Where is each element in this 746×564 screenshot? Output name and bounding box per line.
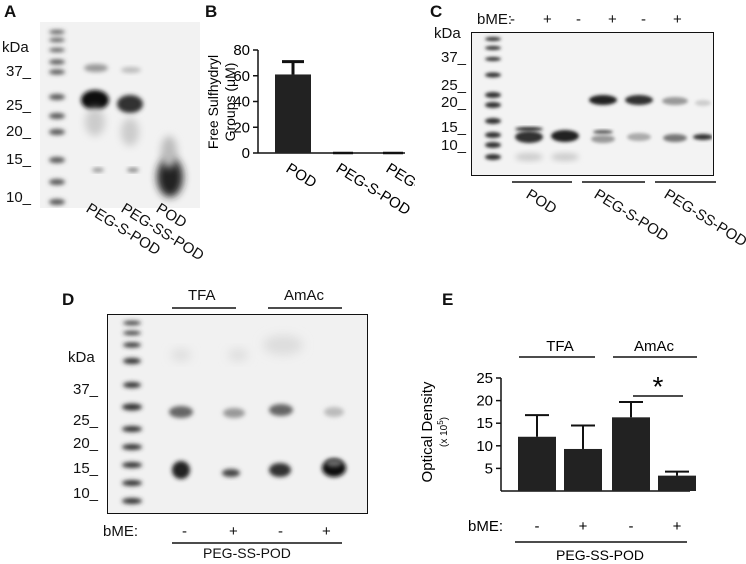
panel-d-group-amac: AmAc — [284, 287, 325, 304]
panel-b-y-tick-label-20: 20 — [233, 119, 250, 136]
panel-b-y-tick-label-60: 60 — [233, 68, 250, 85]
panel-c-marker-20: 20_ — [441, 94, 467, 111]
panel-d-bme-label: bME: — [103, 523, 139, 540]
panel-a-marker-37: 37_ — [6, 63, 32, 80]
panel-e-y-tick-label-5: 5 — [485, 460, 493, 477]
panel-e-bar-1 — [564, 448, 602, 491]
panel-d-sample-label: PEG-SS-POD — [203, 545, 291, 561]
panel-b-category-0: POD — [283, 160, 320, 192]
panel-d-bme-sign-0: - — [182, 523, 187, 540]
panel-c-group-2: PEG-SS-POD — [660, 186, 746, 251]
panel-b-bar-0 — [275, 74, 311, 153]
panel-c-bme-label: bME: — [477, 11, 513, 28]
panel-e-chart: 5 10 15 20 25 Optical Density (x 105) TFA AmAc * b… — [419, 338, 697, 563]
panel-d-marker-37: 37_ — [73, 381, 99, 398]
panel-c-gel — [471, 32, 714, 176]
panel-e-sample-label: PEG-SS-POD — [556, 547, 644, 563]
panel-b-label: B — [205, 2, 218, 21]
panel-d-group-lines — [172, 307, 342, 309]
panel-a-gel-bands — [49, 30, 183, 205]
panel-c-bme-sign-1: + — [543, 11, 552, 28]
panel-e-bar-3 — [658, 475, 696, 491]
panel-d-group-tfa: TFA — [188, 287, 216, 304]
panel-e-y-label: Optical Density — [419, 381, 436, 482]
panel-e-bar-0 — [518, 436, 556, 491]
panel-d-bme-sign-3: + — [322, 523, 331, 540]
panel-a-marker-15: 15_ — [6, 151, 32, 168]
panel-c-label: C — [430, 2, 443, 21]
panel-d-marker-15: 15_ — [73, 460, 99, 477]
panel-b-y-tick-label-0: 0 — [242, 145, 250, 162]
panel-d-gel-bands — [122, 321, 346, 504]
panel-e-bme-sign-0: - — [535, 518, 540, 535]
panel-c-marker-25: 25_ — [441, 77, 467, 94]
panel-e-group-tfa: TFA — [546, 338, 574, 355]
panel-c-marker-37: 37_ — [441, 49, 467, 66]
panel-d-kda: kDa — [68, 349, 95, 366]
panel-d-bme-sign-1: + — [229, 523, 238, 540]
panel-c-bme-sign-0: - — [510, 11, 515, 28]
panel-c-kda: kDa — [434, 25, 461, 42]
panel-e-bme-sign-1: + — [579, 518, 588, 535]
panel-d-marker-25: 25_ — [73, 412, 99, 429]
panel-c-bme-sign-3: + — [608, 11, 617, 28]
panel-e-y-units: (x 105) — [436, 417, 450, 447]
panel-d-marker-10: 10_ — [73, 485, 99, 502]
panel-c-bme-sign-5: + — [673, 11, 682, 28]
panel-e-significance-star: * — [653, 371, 664, 402]
panel-b-y-label-2: Groups (μM) — [222, 63, 238, 142]
panel-d-sample-line — [172, 542, 342, 544]
panel-c-marker-15: 15_ — [441, 119, 467, 136]
panel-e-bme-sign-3: + — [673, 518, 682, 535]
panel-b-y-tick-label-80: 80 — [233, 42, 250, 59]
panel-a-marker-10: 10_ — [6, 189, 32, 206]
panel-e-y-tick-label-25: 25 — [476, 370, 493, 387]
panel-e-y-tick-label-10: 10 — [476, 438, 493, 455]
panel-a-gel — [40, 22, 200, 208]
panel-b-y-label-1: Free Sulfhydryl — [205, 55, 221, 149]
panel-c-group-0: POD — [522, 186, 560, 218]
panel-a-kda: kDa — [2, 39, 29, 56]
panel-c-bme-sign-4: - — [641, 11, 646, 28]
panel-d-gel — [107, 314, 368, 514]
panel-e-bme-sign-2: - — [629, 518, 634, 535]
panel-e-y-tick-label-20: 20 — [476, 393, 493, 410]
panel-c-marker-10: 10_ — [441, 137, 467, 154]
panel-e-label: E — [442, 290, 454, 309]
panel-e-bme-label: bME: — [468, 518, 503, 535]
panel-c-bme-sign-2: - — [576, 11, 581, 28]
panel-e-group-amac: AmAc — [634, 338, 675, 355]
panel-e-y-tick-label-15: 15 — [476, 415, 493, 432]
panel-d-label: D — [62, 290, 75, 309]
panel-b-y-tick-label-40: 40 — [233, 94, 250, 111]
panel-a-label: A — [4, 2, 17, 21]
panel-a-marker-20: 20_ — [6, 123, 32, 140]
panel-a-marker-25: 25_ — [6, 97, 32, 114]
panel-d-marker-20: 20_ — [73, 435, 99, 452]
panel-c-group-1: PEG-S-POD — [590, 186, 672, 246]
panel-c-gel-bands — [485, 37, 713, 161]
panel-d-bme-sign-2: - — [278, 523, 283, 540]
panel-c-group-lines — [512, 181, 716, 183]
panel-e-bar-2 — [612, 417, 650, 491]
